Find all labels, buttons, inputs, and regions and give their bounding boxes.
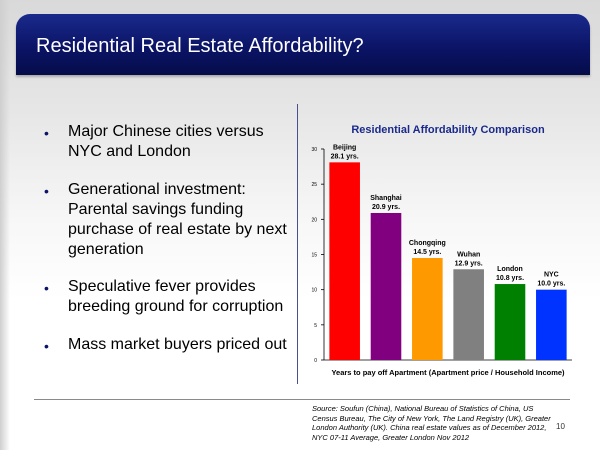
bar-category-label: Shanghai <box>370 195 402 202</box>
bar-value-label: 14.5 yrs. <box>413 249 441 256</box>
y-tick-label: 10 <box>311 288 317 294</box>
vertical-divider <box>297 104 298 384</box>
bullet-icon: • <box>44 183 49 199</box>
chart-title: Residential Affordability Comparison <box>351 124 545 136</box>
bullet-text: Major Chinese cities versus NYC and Lond… <box>68 123 264 160</box>
bullet-icon: • <box>44 338 49 354</box>
y-tick-label: 25 <box>311 182 317 188</box>
chart-svg: Residential Affordability Comparison 0 5 10… <box>311 124 572 377</box>
title-bar <box>16 14 590 75</box>
bullet-item: • Speculative fever provides breeding gr… <box>40 277 300 317</box>
bar-category-label: Wuhan <box>457 251 480 258</box>
bar-beijing <box>329 162 360 360</box>
y-tick-label: 30 <box>311 147 317 153</box>
bar-value-label: 28.1 yrs. <box>331 153 359 160</box>
bar-shanghai <box>370 213 402 360</box>
bar-nyc <box>536 289 567 360</box>
bullet-list: • Major Chinese cities versus NYC and Lo… <box>40 122 300 355</box>
bullet-text: Generational investment: Parental saving… <box>68 181 287 258</box>
slide-title: Residential Real Estate Affordability? <box>36 35 364 57</box>
bar-london <box>494 284 526 360</box>
affordability-chart: Residential Affordability Comparison 0 5 10… <box>300 112 590 382</box>
y-tick-label: 15 <box>311 253 317 259</box>
y-tick-label: 5 <box>314 323 317 329</box>
footer-divider <box>34 399 570 400</box>
source-note: Source: Soufun (China), National Bureau … <box>312 404 551 442</box>
bar-value-label: 10.0 yrs. <box>537 281 565 288</box>
y-tick-label: 0 <box>314 358 317 364</box>
bar-value-label: 12.9 yrs. <box>455 260 483 267</box>
bar-wuhan <box>453 269 484 360</box>
bullet-item: • Major Chinese cities versus NYC and Lo… <box>40 122 300 162</box>
bar-value-label: 20.9 yrs. <box>372 204 400 211</box>
bullet-text: Speculative fever provides breeding grou… <box>68 278 284 315</box>
bar-category-label: London <box>497 266 523 273</box>
page-number: 10 <box>556 422 565 431</box>
bullet-icon: • <box>44 280 49 296</box>
bullet-item: • Generational investment: Parental savi… <box>40 180 300 260</box>
x-axis-title: Years to pay off Apartment (Apartment pr… <box>331 368 565 377</box>
bar-value-label: 10.8 yrs. <box>496 275 524 282</box>
bullet-icon: • <box>44 125 49 141</box>
y-tick-label: 20 <box>311 217 317 223</box>
bar-chongqing <box>412 258 443 360</box>
bar-category-label: Chongqing <box>409 240 446 247</box>
bar-category-label: Beijing <box>333 144 356 151</box>
bar-category-label: NYC <box>544 272 559 279</box>
bullet-item: • Mass market buyers priced out <box>40 335 300 355</box>
bullet-text: Mass market buyers priced out <box>68 336 287 353</box>
